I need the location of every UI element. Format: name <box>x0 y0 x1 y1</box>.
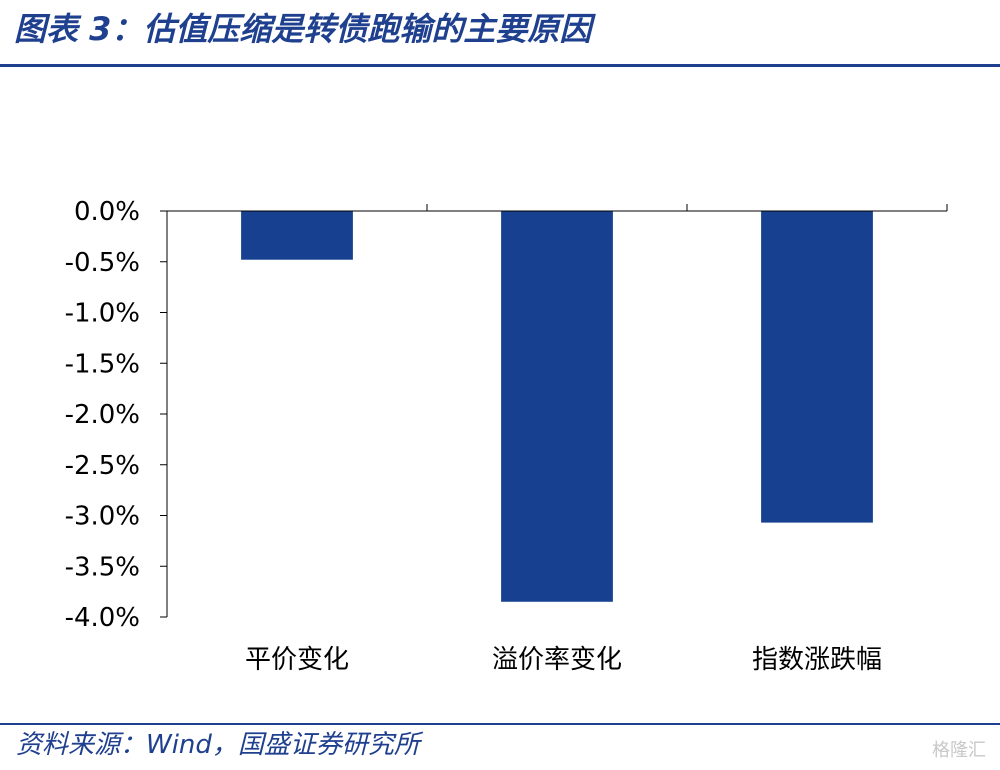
y-tick-label: -2.5% <box>65 451 140 481</box>
y-tick-label: -2.0% <box>65 400 140 430</box>
title-divider <box>0 64 1000 67</box>
source-note: 资料来源：Wind，国盛证券研究所 <box>16 730 420 760</box>
x-category-label: 溢价率变化 <box>492 645 622 675</box>
watermark-logo: 格隆汇 <box>932 740 986 761</box>
y-tick-label: -3.0% <box>65 502 140 532</box>
x-category-label: 指数涨跌幅 <box>752 645 882 675</box>
bar-3 <box>761 211 873 523</box>
y-tick-label: -4.0% <box>65 603 140 633</box>
y-tick-label: -1.5% <box>65 349 140 379</box>
y-tick-label: 0.0% <box>74 197 140 227</box>
chart-title: 图表 3：估值压缩是转债跑输的主要原因 <box>14 10 592 48</box>
y-tick-label: -3.5% <box>65 552 140 582</box>
bar-chart: 0.0% -0.5% -1.0% -1.5% -2.0% -2.5% -3.0% -3.5% -… <box>65 197 948 675</box>
y-tick-label: -0.5% <box>65 248 140 278</box>
bar-1 <box>241 211 353 260</box>
bar-2 <box>501 211 613 602</box>
y-tick-label: -1.0% <box>65 299 140 329</box>
footer-divider <box>0 723 1000 725</box>
plot-area: 0.0% -0.5% -1.0% -1.5% -2.0% -2.5% -3.0% -3.5% -… <box>65 197 948 675</box>
x-category-label: 平价变化 <box>245 645 349 675</box>
